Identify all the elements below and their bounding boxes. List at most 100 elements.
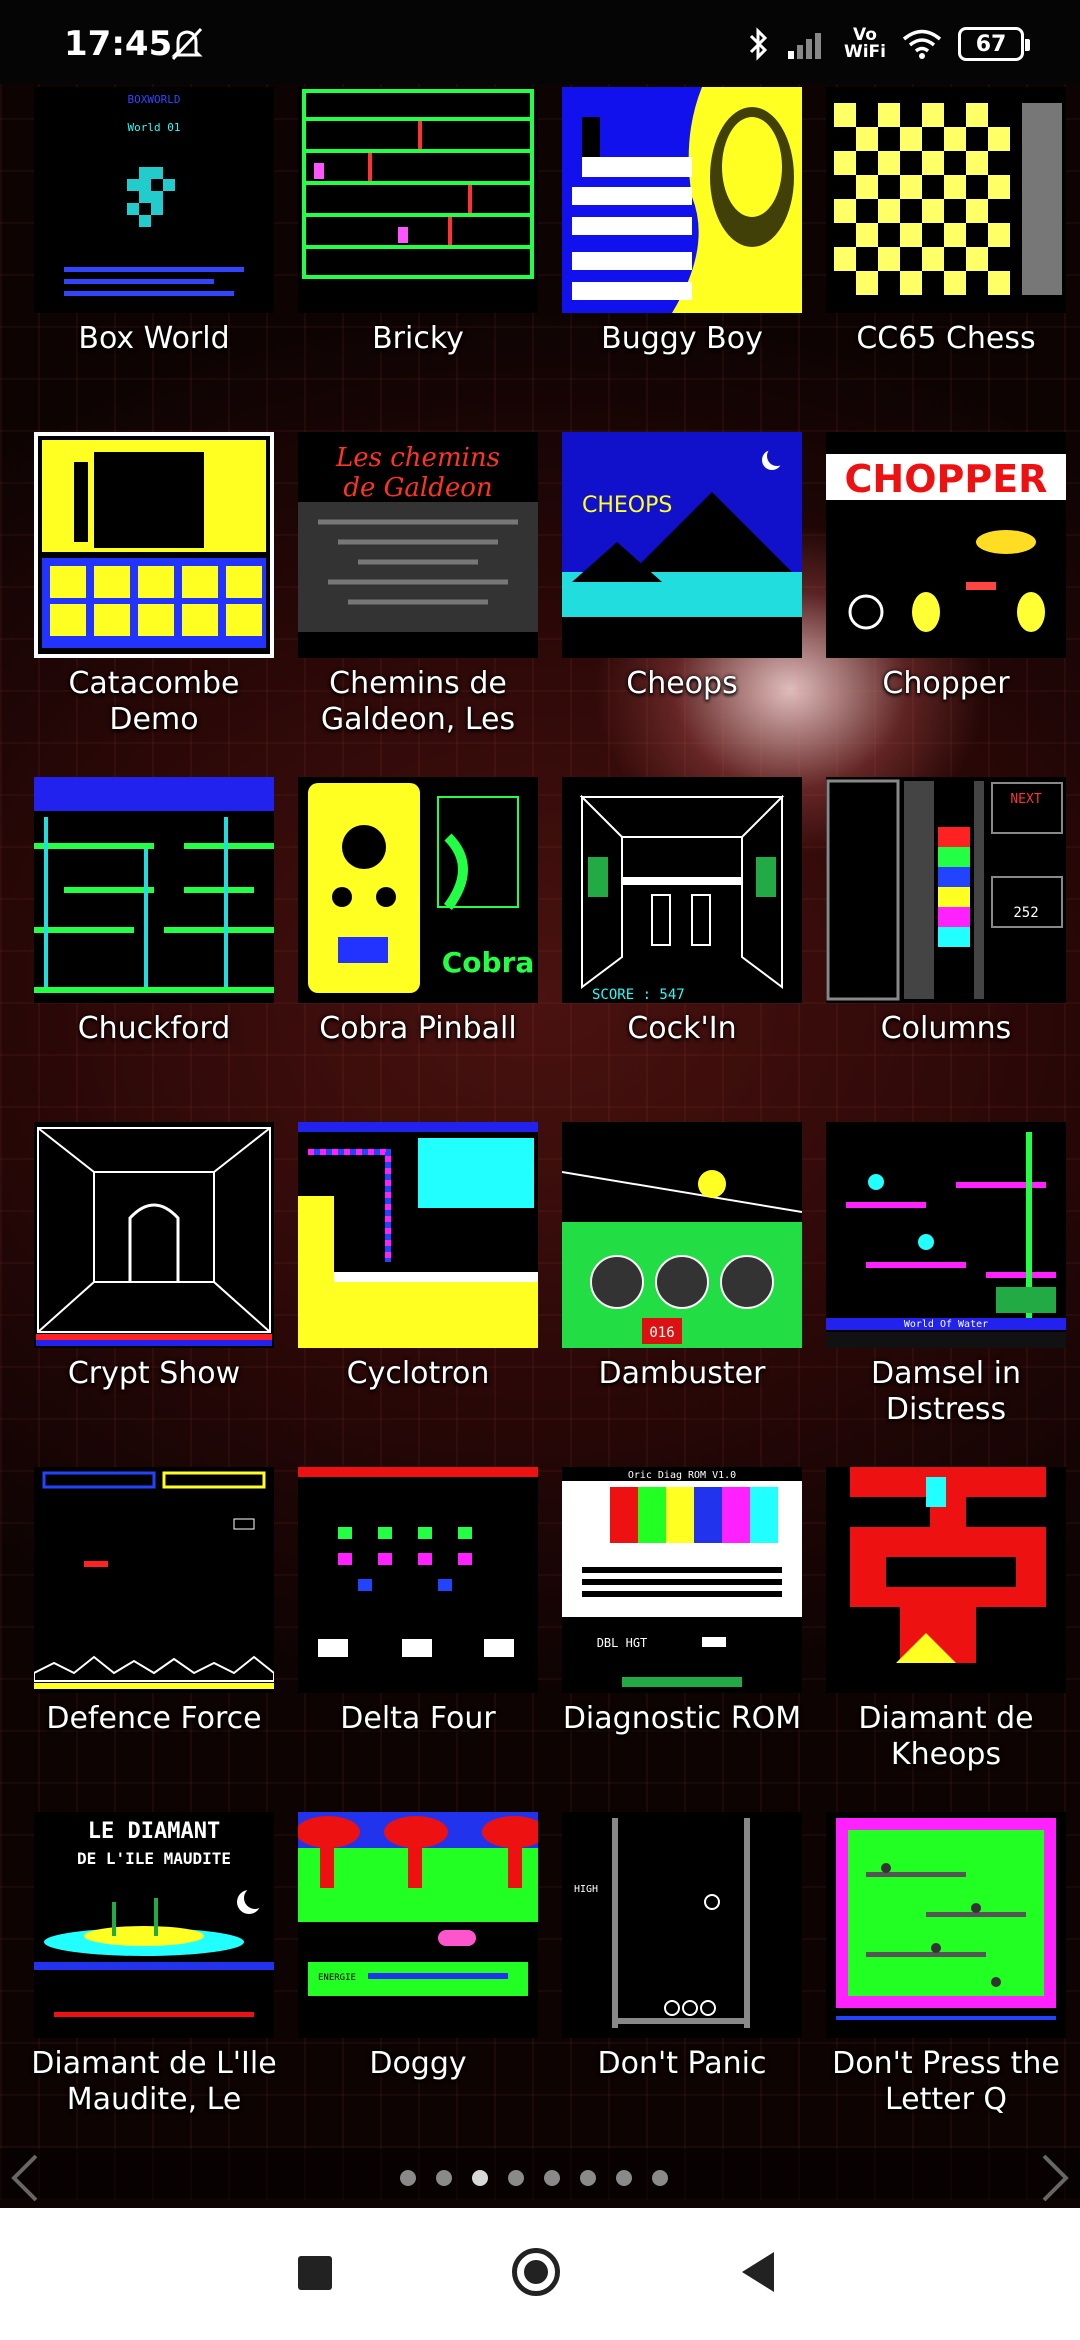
svg-text:World 01: World 01 xyxy=(128,121,181,134)
next-page-arrow-icon[interactable] xyxy=(1034,2152,1074,2204)
svg-text:Les chemins: Les chemins xyxy=(335,443,500,473)
game-tile[interactable]: LE DIAMANT DE L'ILE MAUDITE Diamant de L… xyxy=(22,1809,286,2154)
game-tile[interactable]: Chuckford xyxy=(22,774,286,1119)
game-title: CC65 Chess xyxy=(856,321,1036,356)
page-dot[interactable] xyxy=(508,2170,524,2186)
game-title: Cobra Pinball xyxy=(319,1011,517,1046)
cockin-screenshot: SCORE : 547 xyxy=(562,777,802,1003)
game-tile[interactable]: HIGH Don't Panic xyxy=(550,1809,814,2154)
svg-text:World Of Water: World Of Water xyxy=(904,1319,988,1330)
back-triangle-icon[interactable] xyxy=(742,2252,774,2292)
game-tile[interactable]: CC65 Chess xyxy=(814,84,1078,429)
game-tile[interactable]: Delta Four xyxy=(286,1464,550,1809)
dnd-bell-off-icon xyxy=(171,27,203,61)
chemins-de-galdeon-screenshot: Les chemins de Galdeon xyxy=(298,432,538,658)
svg-text:de Galdeon: de Galdeon xyxy=(343,473,492,503)
game-tile[interactable]: Diamant de Kheops xyxy=(814,1464,1078,1809)
page-dots xyxy=(400,2170,668,2186)
game-title: Box World xyxy=(78,321,230,356)
game-title: Chopper xyxy=(882,666,1010,701)
game-tile[interactable]: CHOPPER Chopper xyxy=(814,429,1078,774)
game-tile[interactable]: ENERGIE Doggy xyxy=(286,1809,550,2154)
page-dot[interactable] xyxy=(400,2170,416,2186)
previous-page-arrow-icon[interactable] xyxy=(6,2152,46,2204)
game-tile[interactable]: 016 Dambuster xyxy=(550,1119,814,1464)
game-tile[interactable]: SCORE : 547 Cock'In xyxy=(550,774,814,1119)
game-title: Diagnostic ROM xyxy=(562,1701,802,1736)
game-tile[interactable]: BOXWORLD World 01 Box World xyxy=(22,84,286,429)
game-title: Cheops xyxy=(626,666,738,701)
svg-text:BOXWORLD: BOXWORLD xyxy=(128,93,181,106)
game-title: Chemins de Galdeon, Les xyxy=(320,666,516,737)
game-title: Diamant de L'Ile Maudite, Le xyxy=(31,2046,277,2117)
game-tile[interactable]: Les chemins de Galdeon Chemins de Galdeo… xyxy=(286,429,550,774)
game-title: Diamant de Kheops xyxy=(858,1701,1034,1772)
game-tile[interactable]: Cyclotron xyxy=(286,1119,550,1464)
game-title: Delta Four xyxy=(340,1701,496,1736)
svg-text:252: 252 xyxy=(1013,905,1038,921)
game-title: Damsel in Distress xyxy=(870,1356,1021,1427)
svg-text:LE DIAMANT: LE DIAMANT xyxy=(88,1819,220,1844)
game-title: Crypt Show xyxy=(67,1356,241,1391)
game-tile[interactable]: CHEOPS Cheops xyxy=(550,429,814,774)
svg-text:Oric Diag ROM V1.0: Oric Diag ROM V1.0 xyxy=(628,1470,736,1481)
cobra-pinball-screenshot: Cobra xyxy=(298,777,538,1003)
svg-text:Cobra: Cobra xyxy=(442,946,535,979)
game-tile[interactable]: NEXT 252 Columns xyxy=(814,774,1078,1119)
game-tile[interactable]: Catacombe Demo xyxy=(22,429,286,774)
svg-text:DE L'ILE MAUDITE: DE L'ILE MAUDITE xyxy=(77,1849,231,1868)
game-title: Don't Press the Letter Q xyxy=(832,2046,1060,2117)
recents-square-icon[interactable] xyxy=(298,2256,332,2290)
home-circle-icon[interactable] xyxy=(512,2248,560,2296)
status-bar: 17:45 Vo WiFi 67 xyxy=(0,0,1080,84)
box-world-screenshot: BOXWORLD World 01 xyxy=(34,87,274,313)
page-dot[interactable] xyxy=(580,2170,596,2186)
diamant-de-kheops-screenshot xyxy=(826,1467,1066,1693)
cc65-chess-screenshot xyxy=(826,87,1066,313)
catacombe-demo-screenshot xyxy=(34,432,274,658)
dont-panic-screenshot: HIGH xyxy=(562,1812,802,2038)
page-dot[interactable] xyxy=(436,2170,452,2186)
wifi-icon xyxy=(902,29,942,59)
svg-text:CHOPPER: CHOPPER xyxy=(845,457,1048,501)
game-title: Doggy xyxy=(369,2046,467,2081)
game-tile[interactable]: Defence Force xyxy=(22,1464,286,1809)
bricky-screenshot xyxy=(298,87,538,313)
status-time: 17:45 xyxy=(64,24,173,64)
buggy-boy-screenshot xyxy=(562,87,802,313)
navigation-bar xyxy=(0,2208,1080,2340)
crypt-show-screenshot xyxy=(34,1122,274,1348)
delta-four-screenshot xyxy=(298,1467,538,1693)
doggy-screenshot: ENERGIE xyxy=(298,1812,538,2038)
game-title: Dambuster xyxy=(598,1356,766,1391)
game-title: Cock'In xyxy=(627,1011,737,1046)
game-tile[interactable]: Cobra Cobra Pinball xyxy=(286,774,550,1119)
game-title: Chuckford xyxy=(77,1011,231,1046)
signal-icon xyxy=(787,33,821,59)
diamant-ile-maudite-screenshot: LE DIAMANT DE L'ILE MAUDITE xyxy=(34,1812,274,2038)
svg-text:016: 016 xyxy=(649,1325,674,1341)
defence-force-screenshot xyxy=(34,1467,274,1693)
bluetooth-icon xyxy=(749,27,768,61)
game-tile[interactable]: World Of Water Damsel in Distress xyxy=(814,1119,1078,1464)
game-tile[interactable]: Buggy Boy xyxy=(550,84,814,429)
game-grid: BOXWORLD World 01 Box World xyxy=(22,84,1066,2154)
page-dot[interactable] xyxy=(652,2170,668,2186)
game-tile[interactable]: Don't Press the Letter Q xyxy=(814,1809,1078,2154)
game-tile[interactable]: Crypt Show xyxy=(22,1119,286,1464)
game-tile[interactable]: Oric Diag ROM V1.0 DBL HGT Diagnostic RO… xyxy=(550,1464,814,1809)
dont-press-letter-q-screenshot xyxy=(826,1812,1066,2038)
game-title: Bricky xyxy=(372,321,464,356)
page-dot[interactable] xyxy=(616,2170,632,2186)
page-dot[interactable] xyxy=(544,2170,560,2186)
game-tile[interactable]: Bricky xyxy=(286,84,550,429)
dambuster-screenshot: 016 xyxy=(562,1122,802,1348)
svg-text:CHEOPS: CHEOPS xyxy=(582,493,672,518)
damsel-in-distress-screenshot: World Of Water xyxy=(826,1122,1066,1348)
columns-screenshot: NEXT 252 xyxy=(826,777,1066,1003)
page-dot[interactable] xyxy=(472,2170,488,2186)
vowifi-indicator: Vo WiFi xyxy=(843,25,886,62)
cheops-screenshot: CHEOPS xyxy=(562,432,802,658)
battery-icon: 67 xyxy=(958,27,1030,61)
svg-text:SCORE : 547: SCORE : 547 xyxy=(592,987,685,1003)
